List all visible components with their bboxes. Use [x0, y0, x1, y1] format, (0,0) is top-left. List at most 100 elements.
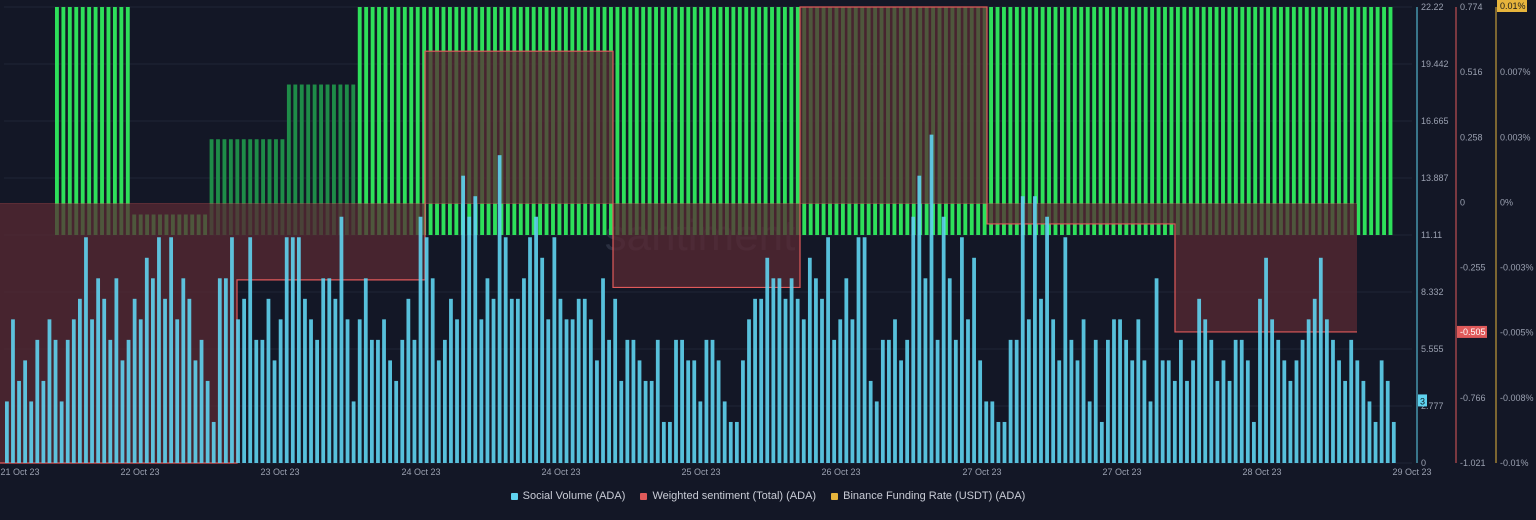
funding-value-badge-label: 0.01% [1500, 1, 1526, 11]
volume-bar [339, 216, 344, 463]
funding-bar [647, 7, 652, 235]
legend-item-sentiment[interactable]: Weighted sentiment (Total) (ADA) [640, 490, 816, 502]
volume-bar [96, 278, 101, 463]
funding-bar [1349, 7, 1354, 235]
volume-bar [1136, 319, 1141, 463]
volume-bar [376, 339, 380, 463]
volume-bar [856, 237, 861, 463]
funding-bar [641, 7, 646, 235]
volume-bar [953, 339, 958, 463]
volume-bar [807, 257, 812, 463]
legend: Social Volume (ADA) Weighted sentiment (… [0, 490, 1536, 503]
volume-bar [1039, 298, 1043, 463]
funding-bar [1214, 7, 1219, 235]
volume-bar [1081, 319, 1086, 463]
funding-bar [795, 7, 800, 235]
volume-bar [1160, 360, 1165, 463]
funding-bar [351, 84, 356, 236]
volume-bar [686, 360, 691, 463]
funding-bar [789, 7, 794, 235]
volume-bar [205, 380, 210, 463]
volume-bar [972, 257, 976, 463]
volume-bar [1197, 298, 1202, 463]
volume-bar [223, 278, 228, 463]
volume-bar [795, 298, 800, 463]
volume-bar [783, 298, 788, 463]
legend-item-social-volume[interactable]: Social Volume (ADA) [510, 490, 626, 502]
volume-bar [789, 278, 794, 463]
volume-bar [388, 360, 392, 463]
funding-bar [667, 7, 671, 235]
funding-bar [1111, 7, 1116, 235]
funding-bar [1188, 7, 1193, 235]
volume-bar [887, 339, 891, 463]
funding-bar [1098, 7, 1103, 235]
funding-bar [222, 139, 227, 235]
volume-bar [941, 216, 946, 463]
x-tick-label: 27 Oct 23 [1102, 467, 1141, 477]
volume-bar [424, 237, 429, 463]
funding-bar [770, 7, 774, 235]
volume-bar [479, 319, 484, 463]
volume-bar [315, 339, 320, 463]
volume-bar [1099, 421, 1104, 463]
funding-bar [286, 84, 291, 236]
funding-tick-label: -0.008% [1500, 393, 1534, 403]
funding-bar [1240, 7, 1245, 235]
volume-tick-label: 11.11 [1421, 230, 1442, 240]
sentiment-tick-label: 0.516 [1460, 67, 1483, 77]
funding-bar [1195, 7, 1200, 235]
sentiment-value-badge-label: -0.505 [1460, 327, 1486, 337]
volume-bar [960, 237, 964, 463]
funding-bar [782, 7, 787, 235]
volume-bar [552, 237, 557, 463]
volume-bar [515, 298, 520, 463]
funding-bar [1304, 7, 1309, 235]
volume-bar [838, 319, 843, 463]
volume-bar [1215, 380, 1220, 463]
volume-bar [558, 298, 563, 463]
volume-bar [661, 421, 666, 463]
volume-bar [114, 278, 119, 463]
volume-bar [65, 339, 70, 463]
funding-bar [1330, 7, 1335, 235]
axes: 22.22 19.442 16.665 13.887 11.11 8.332 5.555 2.… [1416, 0, 1534, 468]
volume-bar [771, 278, 776, 463]
volume-bar [394, 380, 399, 463]
funding-bar [306, 84, 311, 236]
funding-bar [679, 7, 684, 235]
x-tick-label: 29 Oct 23 [1392, 467, 1431, 477]
funding-tick-label: -0.01% [1500, 458, 1529, 468]
volume-bar [11, 319, 15, 463]
volume-bar [880, 339, 885, 463]
funding-bar [390, 7, 394, 235]
volume-bar [1075, 360, 1080, 463]
legend-label: Social Volume (ADA) [522, 490, 626, 502]
volume-tick-label: 2.777 [1421, 401, 1444, 411]
volume-bar [333, 298, 338, 463]
funding-bar [125, 7, 130, 235]
funding-bar [1221, 7, 1225, 235]
volume-bar [564, 319, 569, 463]
volume-bar [534, 216, 538, 463]
volume-tick-label: 5.555 [1421, 344, 1444, 354]
legend-item-funding[interactable]: Binance Funding Rate (USDT) (ADA) [831, 490, 1025, 502]
volume-bar [850, 319, 855, 463]
volume-tick-label: 19.442 [1421, 59, 1449, 69]
funding-bar [67, 7, 72, 235]
volume-bar [217, 278, 222, 463]
volume-bar [1349, 339, 1354, 463]
funding-bar [1130, 7, 1135, 235]
volume-tick-label: 8.332 [1421, 287, 1444, 297]
funding-bar [293, 84, 298, 236]
funding-bar [1092, 7, 1097, 235]
funding-bar [1053, 7, 1058, 235]
volume-bar [138, 319, 143, 463]
funding-bar [364, 7, 369, 235]
volume-bar [1373, 421, 1378, 463]
funding-bar [776, 7, 781, 235]
volume-bar [175, 319, 180, 463]
volume-bar [613, 298, 618, 463]
volume-bar [649, 380, 654, 463]
funding-bar [357, 7, 362, 235]
